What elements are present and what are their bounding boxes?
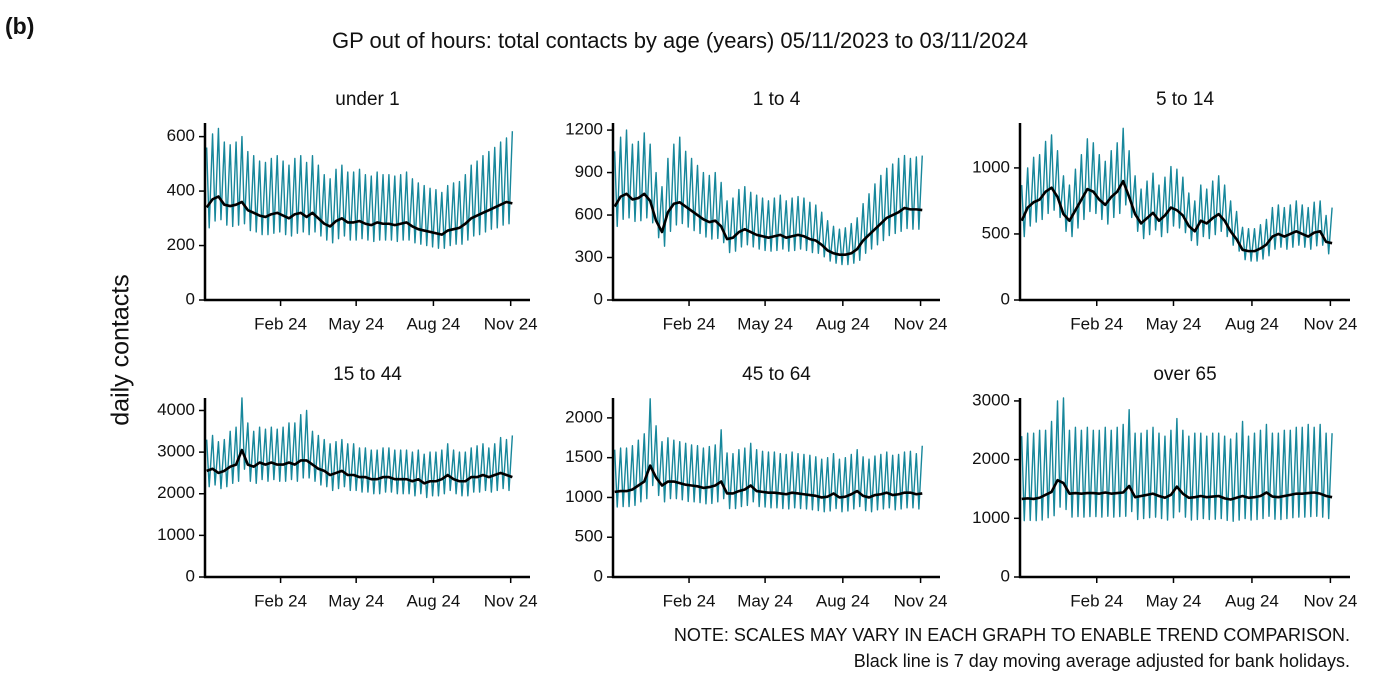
panel-title: 15 to 44 [333, 364, 402, 385]
y-tick-label: 2000 [157, 483, 195, 502]
x-tick-label: Nov 24 [894, 314, 948, 333]
y-tick-label: 1000 [972, 508, 1010, 527]
daily-line [1021, 397, 1333, 522]
y-tick-label: 600 [575, 205, 603, 224]
x-tick-label: Feb 24 [663, 314, 716, 333]
x-tick-label: May 24 [1146, 591, 1202, 610]
x-tick-label: Nov 24 [1303, 314, 1357, 333]
panel: 45 to 64 0 500 1000 1500 2000 Feb 24 May 24 Aug … [565, 364, 947, 610]
x-tick-label: Nov 24 [484, 314, 538, 333]
x-tick-label: Nov 24 [894, 591, 948, 610]
moving-average-line [206, 448, 513, 485]
x-tick-label: Aug 24 [1225, 591, 1279, 610]
x-tick-label: May 24 [328, 314, 384, 333]
moving-average-line [614, 464, 923, 499]
y-tick-label: 3000 [157, 442, 195, 461]
x-tick-label: Aug 24 [1225, 314, 1279, 333]
y-tick-label: 500 [575, 527, 603, 546]
x-tick-label: Aug 24 [406, 314, 460, 333]
panel-title: over 65 [1153, 364, 1216, 385]
moving-average-line [613, 192, 923, 256]
x-tick-label: Feb 24 [663, 591, 716, 610]
panel-label: (b) [5, 13, 34, 39]
x-tick-label: Aug 24 [816, 591, 870, 610]
y-tick-label: 1500 [565, 447, 603, 466]
y-tick-label: 200 [167, 235, 195, 254]
panel-title: 1 to 4 [753, 89, 801, 110]
x-tick-label: Feb 24 [254, 314, 307, 333]
y-tick-label: 1000 [157, 525, 195, 544]
note: NOTE: SCALES MAY VARY IN EACH GRAPH TO E… [674, 625, 1350, 645]
x-tick-label: Aug 24 [406, 591, 460, 610]
moving-average-line [205, 195, 513, 236]
daily-line [1021, 127, 1333, 262]
x-tick-label: May 24 [1146, 314, 1202, 333]
panel-title: under 1 [335, 89, 399, 110]
x-tick-label: Aug 24 [816, 314, 870, 333]
moving-average-line [1020, 179, 1333, 253]
x-tick-label: May 24 [737, 314, 793, 333]
y-tick-label: 4000 [157, 400, 195, 419]
x-tick-label: May 24 [328, 591, 384, 610]
daily-line [613, 398, 923, 513]
y-tick-label: 500 [982, 223, 1010, 242]
moving-average-line [1021, 478, 1333, 501]
x-tick-label: May 24 [737, 591, 793, 610]
y-tick-label: 1000 [565, 487, 603, 506]
panel: under 1 0 200 400 600 Feb 24 May 24 Aug 24 Nov 2… [167, 89, 538, 333]
daily-line [613, 129, 923, 266]
x-tick-label: Nov 24 [484, 591, 538, 610]
note: Black line is 7 day moving average adjus… [854, 651, 1350, 671]
x-tick-label: Feb 24 [1070, 314, 1123, 333]
chart-title: GP out of hours: total contacts by age (… [332, 28, 1028, 53]
y-tick-label: 0 [1001, 566, 1010, 585]
y-tick-label: 0 [186, 289, 195, 308]
x-tick-label: Feb 24 [254, 591, 307, 610]
x-tick-label: Feb 24 [1070, 591, 1123, 610]
y-tick-label: 0 [186, 566, 195, 585]
y-tick-label: 0 [594, 566, 603, 585]
y-tick-label: 2000 [565, 407, 603, 426]
panel: 5 to 14 0 500 1000 Feb 24 May 24 Aug 24 Nov 24 [972, 89, 1357, 333]
y-axis-label: daily contacts [107, 274, 135, 425]
panel-title: 5 to 14 [1156, 89, 1215, 110]
y-tick-label: 1200 [565, 120, 603, 139]
panel: 15 to 44 0 1000 2000 3000 4000 Feb 24 May 24 Aug… [157, 364, 537, 610]
x-tick-label: Nov 24 [1303, 591, 1357, 610]
daily-line [205, 127, 514, 249]
y-tick-label: 400 [167, 181, 195, 200]
y-tick-label: 300 [575, 247, 603, 266]
y-tick-label: 1000 [972, 157, 1010, 176]
panel-title: 45 to 64 [742, 364, 811, 385]
y-tick-label: 2000 [972, 449, 1010, 468]
y-tick-label: 0 [594, 289, 603, 308]
y-tick-label: 900 [575, 162, 603, 181]
panel: 1 to 4 0 300 600 900 1200 Feb 24 May 24 Aug 24 No… [565, 89, 947, 333]
y-tick-label: 3000 [972, 390, 1010, 409]
y-tick-label: 600 [167, 126, 195, 145]
y-tick-label: 0 [1001, 289, 1010, 308]
panel: over 65 0 1000 2000 3000 Feb 24 May 24 Aug 24 No… [972, 364, 1357, 610]
daily-line [205, 397, 514, 499]
